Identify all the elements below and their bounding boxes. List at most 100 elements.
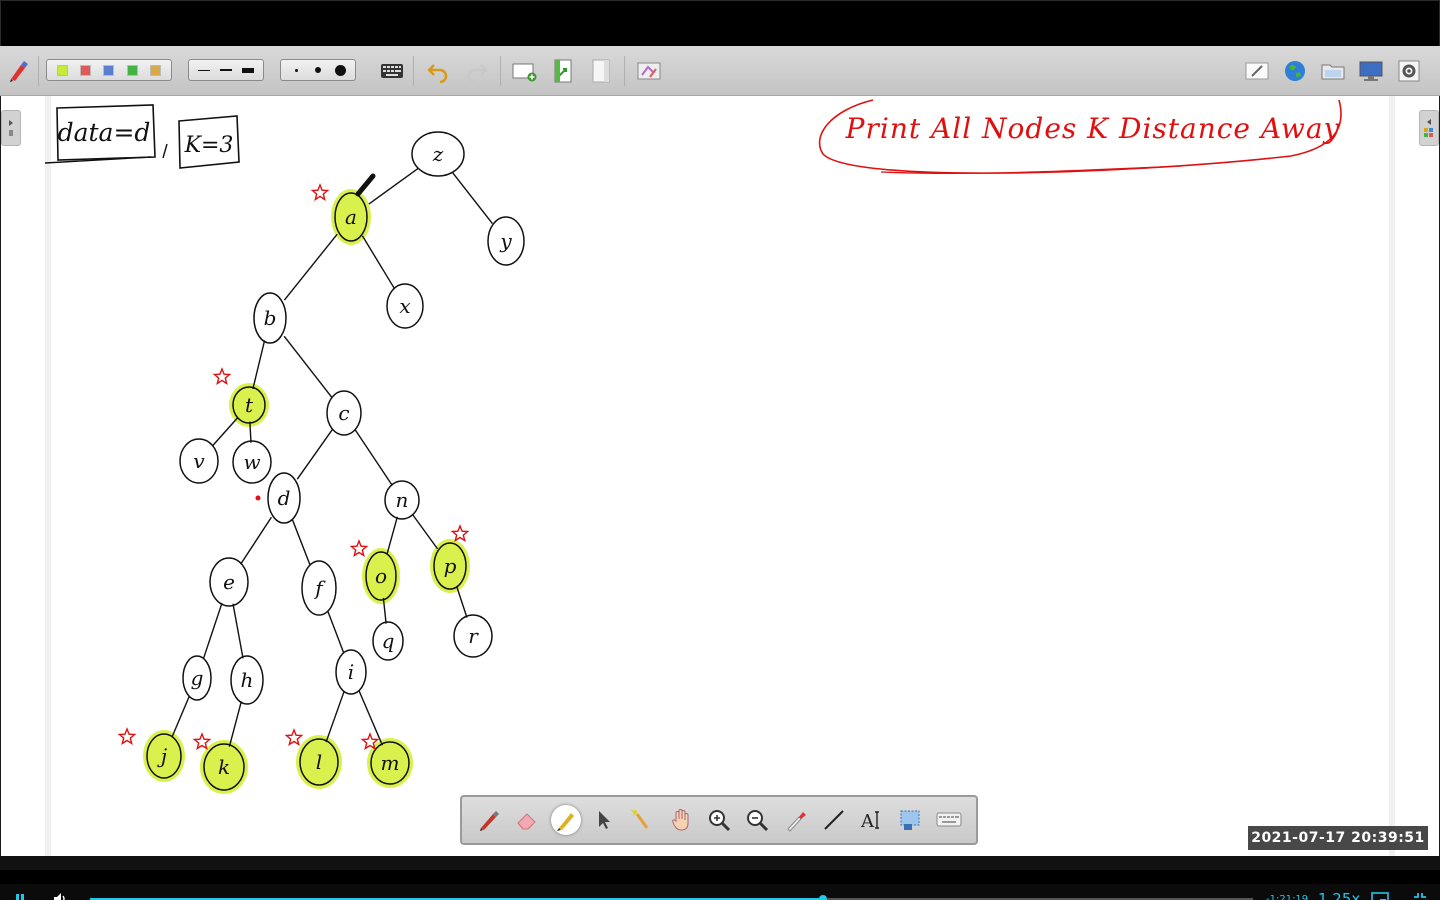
color-picker-icon[interactable] bbox=[781, 805, 811, 835]
pen-settings-icon[interactable] bbox=[6, 58, 32, 84]
tree-edge-a-x bbox=[361, 235, 396, 290]
time-remaining: -1:21:19 bbox=[1266, 893, 1309, 900]
tree-node-p: p bbox=[433, 542, 467, 590]
tree-node-y: y bbox=[487, 216, 525, 266]
zoom-in-icon[interactable] bbox=[704, 805, 734, 835]
node-label-d: d bbox=[278, 486, 291, 510]
screenshot-tool-icon[interactable] bbox=[895, 805, 925, 835]
tree-edge-i-m bbox=[358, 690, 384, 746]
node-label-w: w bbox=[243, 450, 260, 474]
tree-edges bbox=[171, 167, 493, 747]
node-label-o: o bbox=[375, 564, 387, 588]
tree-edge-b-c bbox=[283, 335, 333, 398]
line-width-thin[interactable] bbox=[194, 61, 214, 79]
tree-node-w: w bbox=[232, 440, 272, 484]
progress-handle[interactable] bbox=[818, 895, 827, 900]
undo-icon[interactable] bbox=[425, 58, 451, 84]
tree-edge-h-k bbox=[228, 701, 243, 747]
tree-edge-n-o bbox=[386, 516, 399, 555]
clear-board-icon[interactable] bbox=[636, 58, 662, 84]
whiteboard-toolbar bbox=[0, 46, 1440, 96]
highlight-layer bbox=[143, 189, 470, 794]
node-label-g: g bbox=[191, 666, 204, 690]
pen-tool-icon[interactable] bbox=[474, 805, 504, 835]
dot-size-large[interactable] bbox=[329, 61, 351, 79]
line-width-picker bbox=[188, 59, 264, 81]
laser-pointer-icon[interactable] bbox=[627, 805, 657, 835]
color-swatch-orange[interactable] bbox=[149, 64, 161, 76]
red-star-mark bbox=[284, 728, 304, 747]
node-label-p: p bbox=[444, 554, 457, 578]
dot-size-small[interactable] bbox=[285, 61, 307, 79]
line-tool-icon[interactable] bbox=[819, 805, 849, 835]
node-label-e: e bbox=[223, 570, 235, 594]
tree-edge-c-n bbox=[354, 429, 393, 486]
exit-fullscreen-button[interactable] bbox=[1408, 884, 1432, 900]
tree-node-m: m bbox=[370, 741, 410, 785]
tree-edge-i-l bbox=[325, 690, 345, 743]
highlight-node-o bbox=[362, 548, 400, 604]
divider bbox=[413, 56, 414, 86]
color-swatch-green[interactable] bbox=[126, 64, 138, 76]
monitor-icon[interactable] bbox=[1358, 58, 1384, 84]
node-label-r: r bbox=[468, 624, 479, 648]
dot-size-medium[interactable] bbox=[307, 61, 329, 79]
node-label-q: q bbox=[382, 629, 395, 653]
tree-edge-e-g bbox=[202, 602, 223, 660]
drawing-tools-palette: A bbox=[460, 795, 978, 845]
node-label-l: l bbox=[316, 750, 322, 774]
text-tool-icon[interactable]: A bbox=[857, 805, 887, 835]
tree-node-v: v bbox=[179, 438, 219, 484]
page-margin-right bbox=[1389, 96, 1395, 856]
title-bar bbox=[0, 0, 1440, 46]
playback-speed-button[interactable]: 1.25x bbox=[1318, 890, 1361, 900]
color-swatch-blue[interactable] bbox=[103, 64, 115, 76]
keyboard-icon[interactable] bbox=[379, 58, 405, 84]
node-label-z: z bbox=[432, 142, 444, 166]
red-star-mark bbox=[117, 727, 137, 746]
tree-edge-t-v bbox=[211, 416, 239, 447]
settings-icon[interactable] bbox=[1396, 58, 1422, 84]
color-swatch-red[interactable] bbox=[80, 64, 92, 76]
eraser-board-icon[interactable] bbox=[1244, 58, 1270, 84]
pan-hand-icon[interactable] bbox=[666, 805, 696, 835]
node-label-m: m bbox=[381, 751, 400, 775]
eraser-tool-icon[interactable] bbox=[512, 805, 542, 835]
color-swatch-yellow-green[interactable] bbox=[57, 64, 69, 76]
keyboard-tool-icon[interactable] bbox=[934, 805, 964, 835]
highlight-node-k bbox=[200, 740, 248, 794]
k-note-text: K=3 bbox=[184, 133, 234, 158]
red-star-mark bbox=[310, 183, 330, 202]
tree-edge-c-d bbox=[296, 429, 333, 480]
svg-text:A: A bbox=[860, 811, 875, 831]
volume-button[interactable] bbox=[48, 884, 74, 900]
redo-icon[interactable] bbox=[464, 58, 490, 84]
tree-edge-b-t bbox=[252, 340, 266, 390]
progress-bar[interactable] bbox=[90, 895, 1253, 900]
line-width-medium[interactable] bbox=[216, 61, 236, 79]
highlight-node-a bbox=[331, 189, 371, 245]
previous-page-icon[interactable] bbox=[588, 58, 614, 84]
folder-icon[interactable] bbox=[1320, 58, 1346, 84]
pause-button[interactable] bbox=[8, 884, 32, 900]
right-panel-toggle[interactable] bbox=[1419, 110, 1439, 146]
zoom-out-icon[interactable] bbox=[742, 805, 772, 835]
left-panel-toggle[interactable] bbox=[1, 110, 21, 146]
line-width-thick[interactable] bbox=[238, 61, 258, 79]
next-page-icon[interactable] bbox=[550, 58, 576, 84]
picture-in-picture-button[interactable] bbox=[1368, 884, 1392, 900]
tree-node-a: a bbox=[334, 192, 368, 242]
globe-icon[interactable] bbox=[1282, 58, 1308, 84]
color-palette bbox=[46, 59, 172, 81]
tree-node-q: q bbox=[372, 621, 404, 661]
tree-node-g: g bbox=[182, 655, 212, 701]
tree-edge-p-r bbox=[455, 585, 468, 618]
highlighter-tool-icon[interactable] bbox=[550, 805, 581, 835]
new-page-icon[interactable] bbox=[512, 58, 538, 84]
select-pointer-icon[interactable] bbox=[589, 805, 619, 835]
tree-edge-d-f bbox=[291, 519, 311, 566]
board-drawing: z a y b x t c v wd n e f o p g h i q r j k l m data=d K=3 Prin… bbox=[44, 99, 1342, 794]
node-label-x: x bbox=[399, 294, 410, 318]
